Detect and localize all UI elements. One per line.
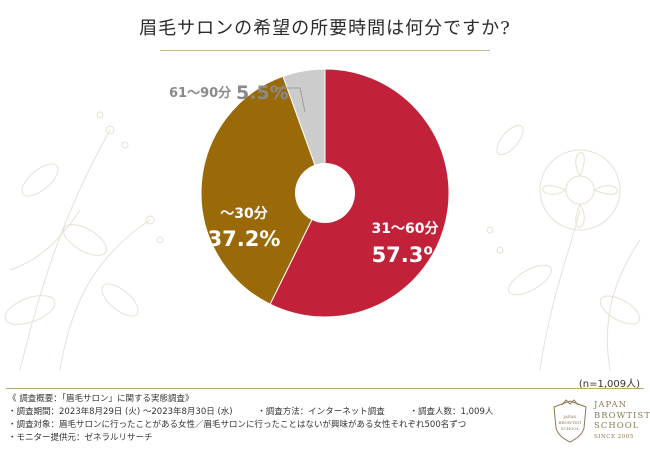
survey-target: ・調査対象：眉毛サロンに行ったことがある女性／眉毛サロンに行ったことはないが興味… <box>8 420 467 430</box>
svg-text:BROWTIST: BROWTIST <box>559 420 582 425</box>
survey-count: ・調査人数：1,009人 <box>409 407 494 417</box>
title-divider <box>160 50 490 51</box>
donut-hole <box>295 163 355 223</box>
slice-31-60 <box>269 68 450 318</box>
logo-wordmark: JAPAN BROWTIST SCHOOL SINCE 2005 <box>594 400 650 442</box>
slice-label-61-90: 61〜90分 <box>169 85 231 101</box>
chart-title: 眉毛サロンの希望の所要時間は何分ですか? <box>139 18 511 39</box>
donut-chart: 61〜90分 5.5% 〜30分 37.2% 31〜60分 57.3% <box>169 68 450 318</box>
logo-line-3: SCHOOL <box>594 421 640 431</box>
slice-value-31-60: 57.3% <box>372 243 445 267</box>
svg-text:SCHOOL: SCHOOL <box>561 426 580 431</box>
footer-divider <box>6 388 644 389</box>
leader-line <box>276 87 306 113</box>
survey-row: ・調査期間：2023年8月29日 (火) 〜2023年8月30日 (水) ・調査… <box>8 406 515 419</box>
slice-value-under-30: 37.2% <box>208 227 281 251</box>
logo-since: SINCE 2005 <box>594 433 634 440</box>
survey-method: ・調査方法：インターネット調査 <box>257 407 385 417</box>
slice-label-under-30: 〜30分 <box>220 206 267 222</box>
school-logo: JAPAN BROWTIST SCHOOL JAPAN BROWTIST SCH… <box>548 398 650 446</box>
survey-provider: ・モニター提供元：ゼネラルリサーチ <box>8 433 153 443</box>
floral-decoration-right <box>486 124 641 371</box>
logo-line-2: BROWTIST <box>594 410 650 421</box>
svg-text:JAPAN: JAPAN <box>562 414 577 419</box>
survey-heading: 《 調査概要：「眉毛サロン」に関する実態調査》 <box>8 394 194 404</box>
survey-footer: 《 調査概要：「眉毛サロン」に関する実態調査》 ・調査期間：2023年8月29日… <box>0 388 650 450</box>
slice-under-30 <box>200 75 326 305</box>
slice-value-61-90: 5.5% <box>236 82 289 104</box>
crest-icon: JAPAN BROWTIST SCHOOL <box>553 399 587 443</box>
slice-label-31-60: 31〜60分 <box>372 221 439 237</box>
slice-61-90 <box>282 68 326 194</box>
floral-decoration-left <box>4 111 164 371</box>
survey-notes: 《 調査概要：「眉毛サロン」に関する実態調査》 ・調査期間：2023年8月29日… <box>8 393 515 445</box>
logo-line-1: JAPAN <box>594 400 628 410</box>
survey-period: ・調査期間：2023年8月29日 (火) 〜2023年8月30日 (水) <box>8 407 233 417</box>
sample-size: (n=1,009人) <box>578 379 640 390</box>
